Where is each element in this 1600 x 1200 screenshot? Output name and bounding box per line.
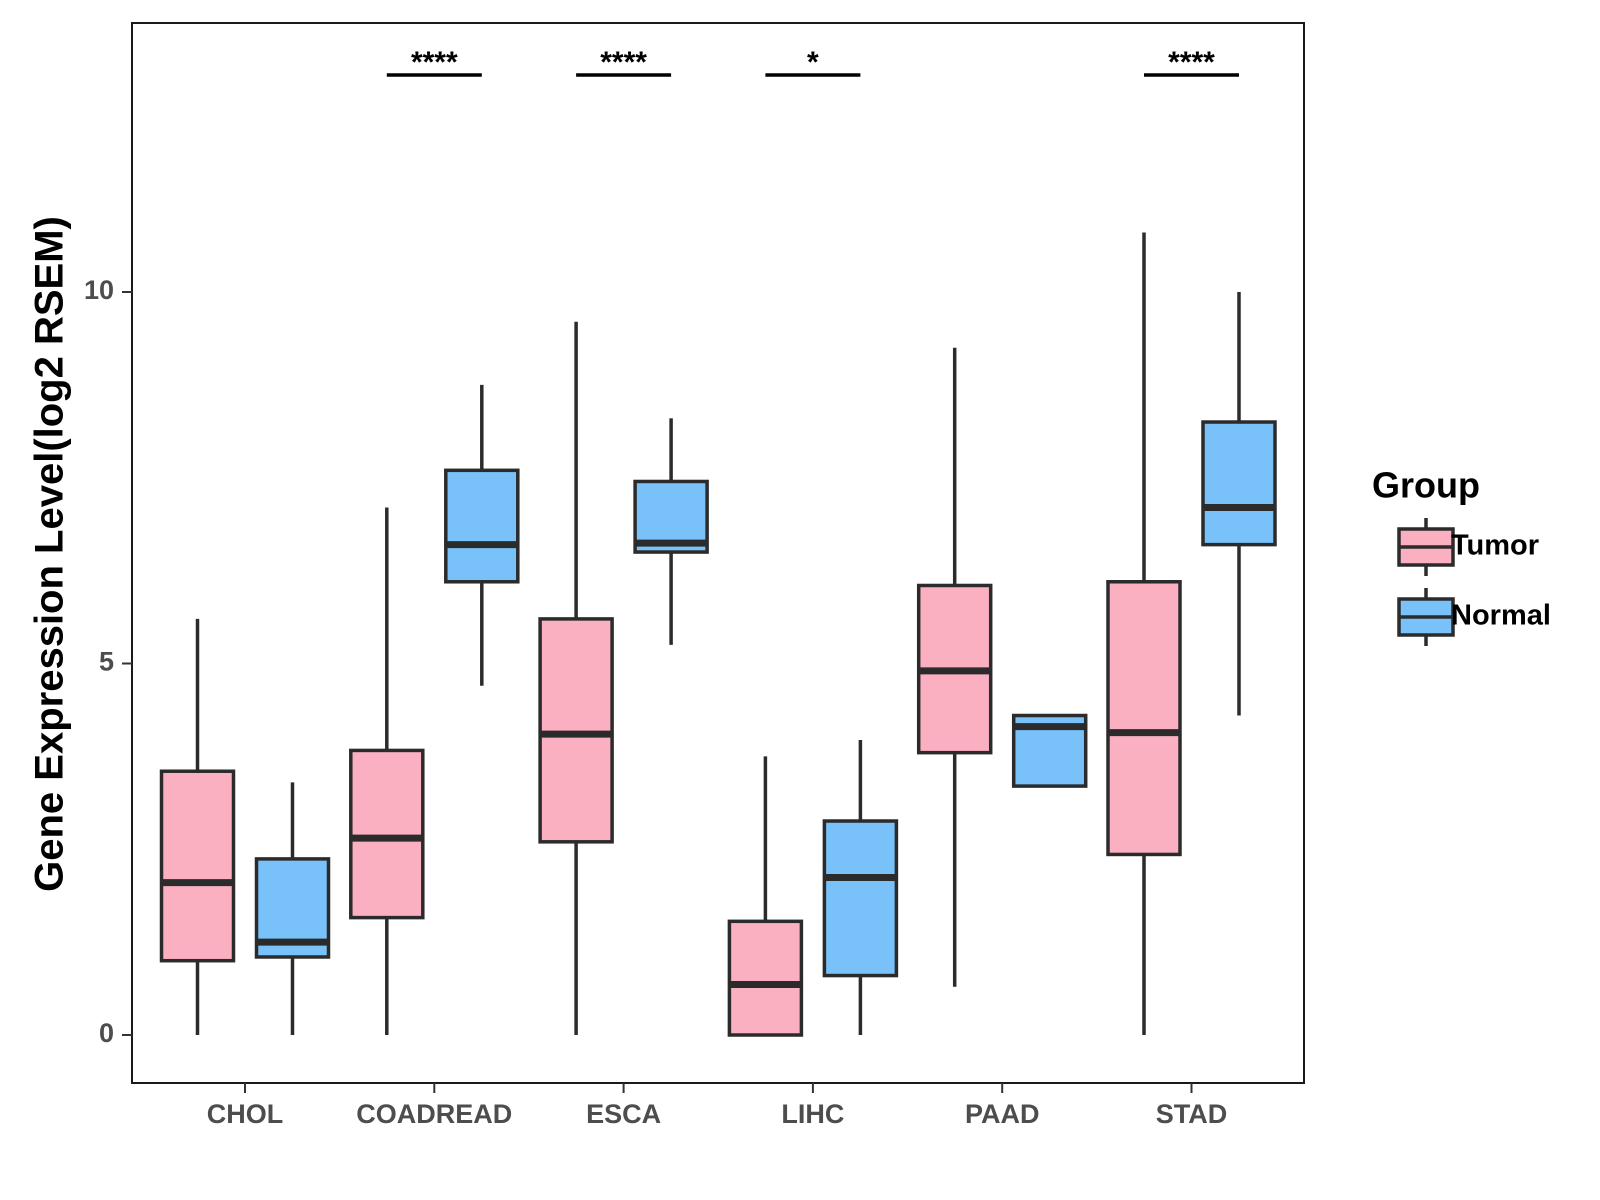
box-lihc-tumor	[727, 919, 804, 1037]
legend-label-tumor: Tumor	[1451, 530, 1539, 562]
box-stad-normal	[1201, 420, 1277, 547]
box-lihc-normal	[822, 819, 899, 978]
y-tick-label-0: 0	[99, 1018, 114, 1048]
legend-label-normal: Normal	[1451, 600, 1551, 632]
plot-content: **** **** * ****	[159, 46, 1277, 1037]
y-tick-label-10: 10	[84, 275, 114, 305]
x-tick-label-stad: STAD	[1156, 1099, 1228, 1129]
box-esca-tumor	[538, 617, 614, 844]
x-axis: CHOL COADREAD ESCA LIHC PAAD STAD	[207, 1083, 1228, 1129]
significance-label-coadread: ****	[411, 46, 458, 79]
x-tick-label-lihc: LIHC	[781, 1099, 844, 1129]
legend-title: Group	[1372, 465, 1480, 506]
y-axis: 0 5 10	[84, 275, 132, 1048]
y-axis-title: Gene Expression Level(log2 RSEM)	[28, 216, 72, 892]
plot-panel-border	[131, 22, 1305, 1084]
box-coadread-tumor	[349, 748, 425, 920]
box-coadread-normal	[444, 468, 520, 584]
box-stad-tumor	[1106, 580, 1182, 857]
significance-label-lihc: *	[807, 46, 819, 79]
x-tick-label-chol: CHOL	[207, 1099, 284, 1129]
y-tick-label-5: 5	[99, 647, 114, 677]
significance-label-esca: ****	[600, 46, 647, 79]
x-tick-label-coadread: COADREAD	[356, 1099, 512, 1129]
significance-label-stad: ****	[1168, 46, 1215, 79]
legend: Group Tumor Normal	[1372, 465, 1551, 646]
x-tick-label-esca: ESCA	[586, 1099, 661, 1129]
box-chol-tumor	[159, 769, 236, 963]
x-tick-label-paad: PAAD	[965, 1099, 1040, 1129]
